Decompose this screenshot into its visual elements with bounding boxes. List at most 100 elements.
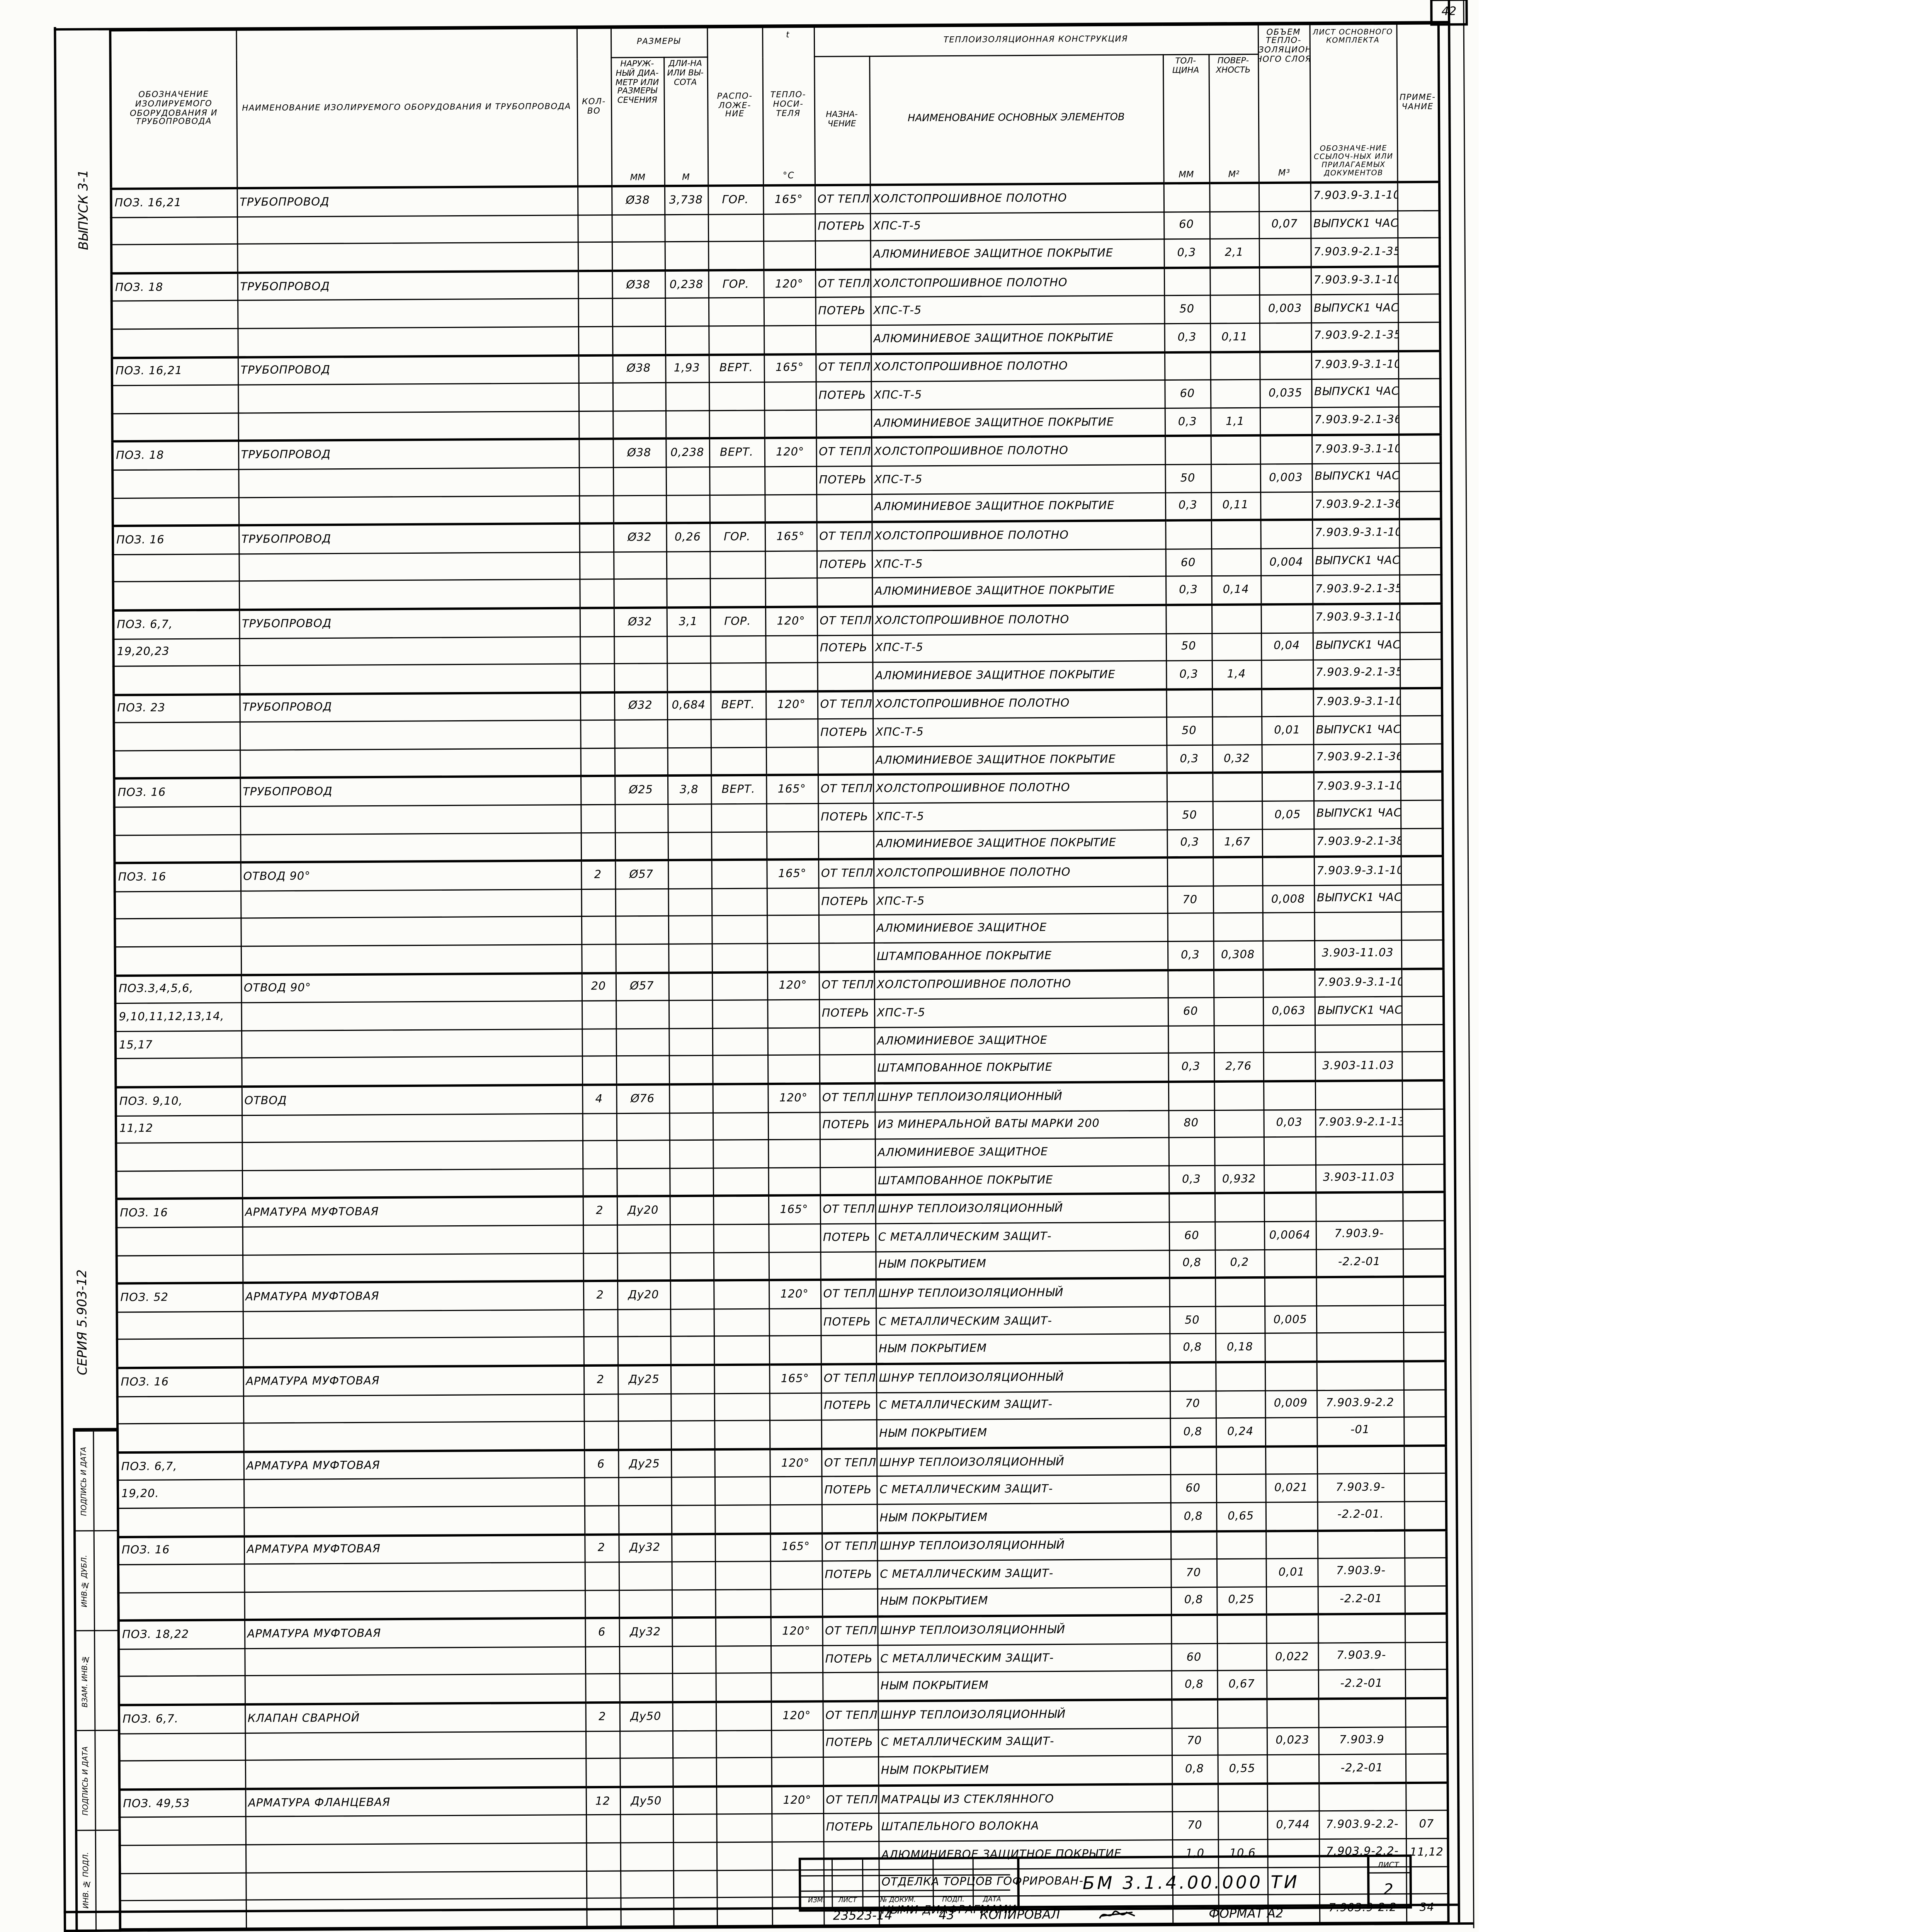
header-diameter-unit: ММ — [630, 171, 646, 182]
cell-thickness: 50 — [1166, 717, 1212, 745]
cell-diameter — [612, 383, 665, 411]
cell-note — [1401, 940, 1444, 969]
stamp-empty-cell — [95, 1731, 118, 1830]
cell-surface: 2,1 — [1209, 239, 1259, 268]
cell-temp — [768, 1224, 820, 1252]
cell-element: НЫМ ПОКРЫТИЕМ — [878, 1671, 1172, 1701]
cell-diameter: Ду25 — [618, 1449, 671, 1478]
header-surface-label: ПОВЕР-ХНОСТЬ — [1216, 56, 1251, 75]
cell-purpose — [819, 1139, 875, 1168]
cell-diameter — [613, 551, 667, 580]
cell-sheet-ref: 7.903.9-2.1-36 — [1313, 744, 1400, 773]
cell-designation — [112, 328, 238, 358]
cell-temp — [764, 410, 816, 439]
cell-sheet-ref — [1318, 1698, 1405, 1727]
cell-purpose: ОТ ТЕПЛО- — [816, 606, 872, 635]
insulation-spec-table: ОБОЗНАЧЕНИЕ ИЗОЛИРУЕМОГО ОБОРУДОВАНИЯ И … — [109, 22, 1450, 1930]
header-sheet-ref-1: ЛИСТ ОСНОВНОГО КОМПЛЕКТА — [1313, 27, 1393, 45]
cell-element: ХОЛСТОПРОШИВНОЕ ПОЛОТНО — [871, 436, 1165, 466]
cell-qty — [585, 1590, 619, 1619]
cell-volume — [1262, 913, 1315, 941]
cell-note — [1403, 1417, 1446, 1446]
cell-note — [1399, 547, 1442, 575]
cell-name — [243, 1421, 584, 1452]
cell-length — [668, 1000, 712, 1029]
cell-diameter — [613, 579, 667, 608]
cell-element: ХОЛСТОПРОШИВНОЕ ПОЛОТНО — [872, 689, 1166, 719]
header-temp-t: t — [786, 29, 790, 39]
cell-element: ХПС-Т-5 — [870, 296, 1164, 325]
cell-length — [669, 1224, 713, 1253]
cell-note — [1405, 1698, 1448, 1727]
cell-thickness: 0,3 — [1166, 660, 1212, 689]
cell-element: ШНУР ТЕПЛОИЗОЛЯЦИОННЫЙ — [875, 1278, 1169, 1308]
cell-name — [242, 1309, 583, 1339]
cell-qty — [584, 1478, 619, 1506]
cell-length — [669, 1112, 713, 1141]
cell-purpose: ПОТЕРЬ — [821, 1476, 877, 1505]
cell-location — [712, 1112, 768, 1140]
cell-designation — [111, 216, 237, 245]
cell-qty — [585, 1731, 620, 1759]
cell-surface — [1209, 211, 1259, 239]
cell-designation — [111, 301, 238, 329]
cell-temp — [769, 1477, 821, 1505]
stamp-label-cell: ВЗАМ. ИНВ.№ — [76, 1631, 96, 1730]
cell-length — [667, 832, 711, 861]
cell-thickness: 60 — [1171, 1643, 1217, 1672]
cell-element: С МЕТАЛЛИЧЕСКИМ ЗАЩИТ- — [877, 1643, 1171, 1673]
cell-sheet-ref: 7.903.9-3.1-10 — [1313, 772, 1401, 801]
cell-sheet-ref: -2.2-01 — [1316, 1248, 1403, 1277]
cell-volume — [1259, 238, 1311, 267]
stamp-label: ИНВ.№ ДУБЛ. — [80, 1554, 89, 1607]
cell-temp: 165° — [764, 522, 816, 551]
cell-thickness — [1167, 913, 1213, 942]
cell-note — [1405, 1754, 1448, 1783]
cell-name — [237, 299, 578, 329]
cell-volume — [1259, 267, 1311, 296]
cell-purpose — [817, 747, 873, 776]
stamp-box: ИНВ. № ПОДЛ. — [77, 1829, 119, 1930]
cell-qty — [582, 1056, 616, 1085]
cell-location — [716, 1869, 772, 1898]
cell-thickness: 60 — [1163, 211, 1210, 240]
cell-name: ТРУБОПРОВОД — [238, 524, 579, 554]
cell-volume — [1259, 351, 1311, 380]
cell-sheet-ref — [1317, 1530, 1405, 1559]
cell-surface: 1,1 — [1210, 407, 1260, 436]
cell-location: ВЕРТ. — [709, 438, 765, 467]
cell-diameter — [612, 410, 666, 439]
cell-volume: 0,009 — [1265, 1390, 1317, 1418]
cell-diameter — [616, 1140, 670, 1168]
cell-thickness: 70 — [1167, 886, 1213, 914]
cell-note — [1399, 519, 1442, 548]
cell-length: 3,8 — [667, 776, 711, 804]
cell-name — [241, 1029, 582, 1058]
cell-temp — [766, 831, 818, 860]
cell-diameter — [612, 326, 665, 355]
revision-cell — [932, 1859, 973, 1875]
cell-purpose: ПОТЕРЬ — [816, 466, 872, 494]
cell-thickness — [1170, 1531, 1216, 1560]
cell-name — [239, 664, 580, 694]
cell-length — [671, 1561, 715, 1590]
cell-purpose — [820, 1251, 876, 1280]
cell-qty: 4 — [582, 1085, 616, 1113]
cell-temp — [769, 1392, 821, 1421]
cell-qty — [580, 720, 614, 748]
cell-sheet-ref — [1318, 1782, 1406, 1812]
cell-diameter — [620, 1898, 673, 1927]
cell-element: МАТРАЦЫ ИЗ СТЕКЛЯННОГО — [878, 1784, 1172, 1814]
cell-name — [237, 327, 578, 357]
cell-designation: ПОЗ. 16 — [117, 1367, 243, 1396]
cell-length — [672, 1730, 716, 1759]
header-designation: ОБОЗНАЧЕНИЕ ИЗОЛИРУЕМОГО ОБОРУДОВАНИЯ И … — [110, 29, 237, 189]
header-temp-body: ТЕПЛО-НОСИ-ТЕЛЯ — [770, 90, 806, 119]
cell-purpose: ОТ ТЕПЛО- — [818, 971, 874, 1000]
cell-length — [670, 1280, 714, 1309]
cell-designation — [112, 469, 238, 498]
cell-surface — [1210, 379, 1260, 408]
cell-qty — [583, 1309, 617, 1337]
cell-location — [711, 860, 767, 889]
cell-purpose: ОТ ТЕПЛО — [822, 1701, 878, 1730]
